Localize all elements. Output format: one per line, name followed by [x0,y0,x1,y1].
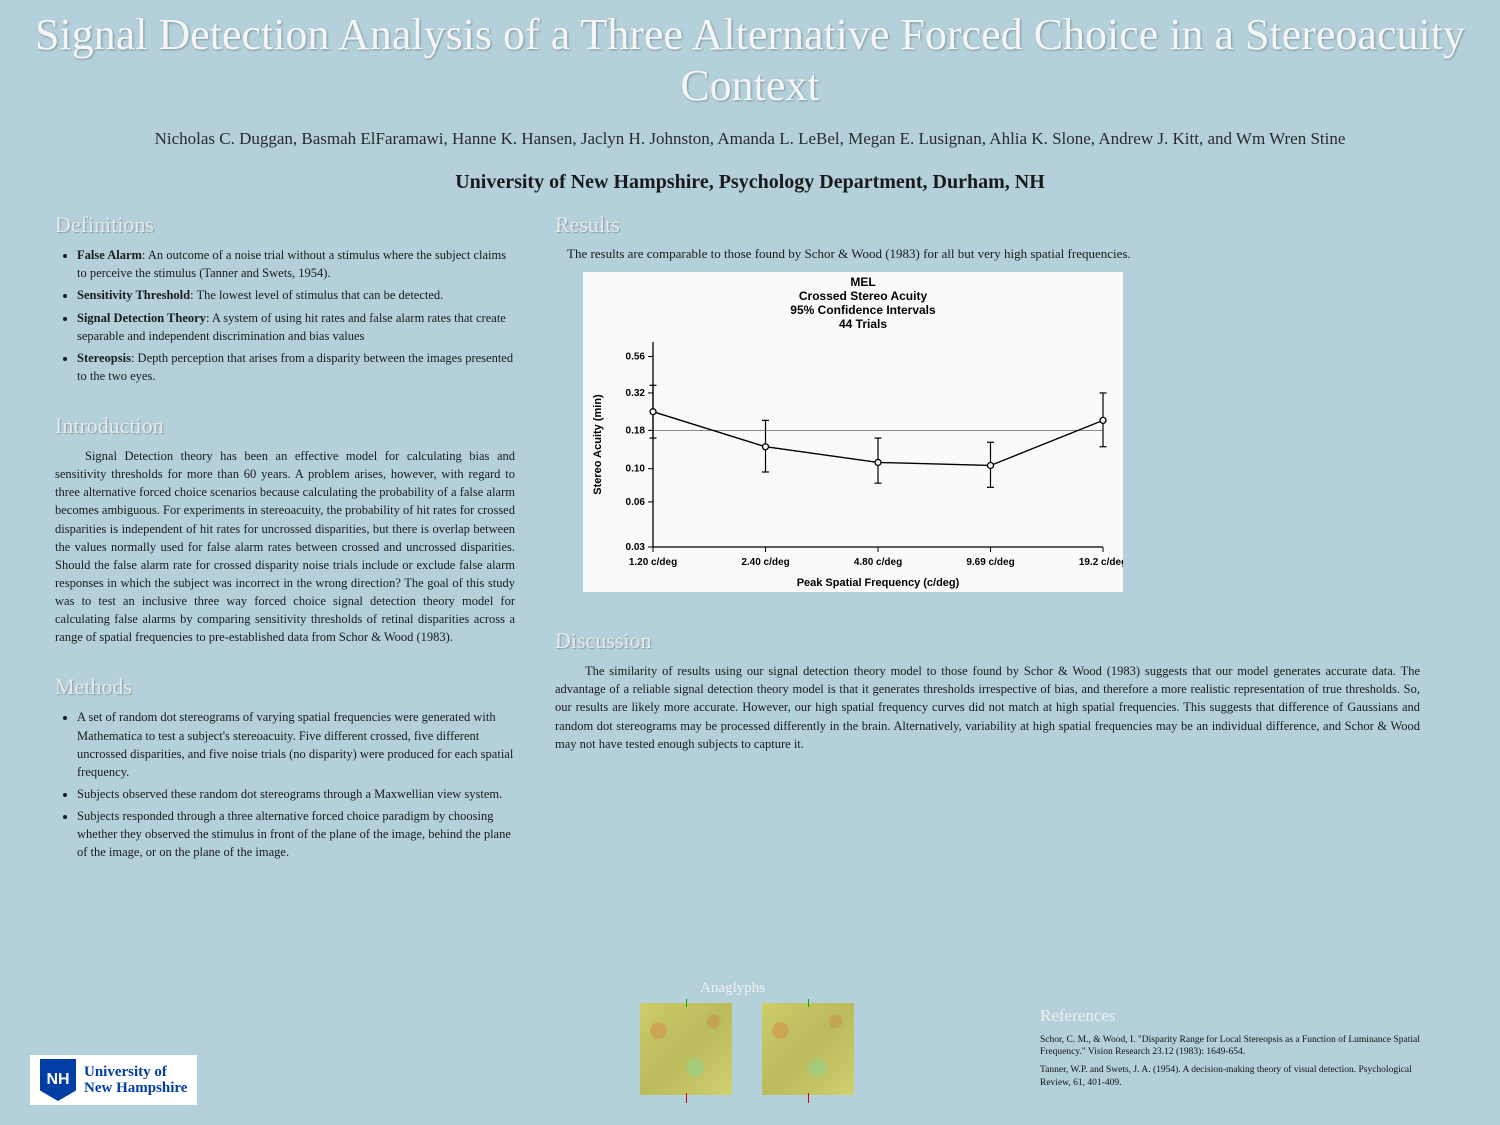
methods-section: Methods A set of random dot stereograms … [55,674,515,861]
anaglyph-image-2 [762,1003,854,1095]
right-column: Results The results are comparable to th… [555,212,1460,889]
definitions-list: False Alarm: An outcome of a noise trial… [55,246,515,385]
logo-text: University of New Hampshire [84,1064,187,1097]
svg-text:0.03: 0.03 [626,542,646,553]
results-chart: MELCrossed Stereo Acuity95% Confidence I… [583,272,1123,592]
svg-text:0.32: 0.32 [626,388,646,399]
definition-item: Sensitivity Threshold: The lowest level … [77,286,515,304]
definitions-section: Definitions False Alarm: An outcome of a… [55,212,515,385]
references-list: Schor, C. M., & Wood, I. "Disparity Rang… [1040,1034,1440,1089]
method-item: Subjects observed these random dot stere… [77,785,515,803]
references-heading: References [1040,1006,1440,1026]
method-item: Subjects responded through a three alter… [77,807,515,861]
methods-list: A set of random dot stereograms of varyi… [55,708,515,861]
reference-item: Tanner, W.P. and Swets, J. A. (1954). A … [1040,1064,1440,1089]
discussion-text: The similarity of results using our sign… [555,662,1460,753]
affiliation-line: University of New Hampshire, Psychology … [0,171,1500,194]
results-section: Results The results are comparable to th… [555,212,1460,592]
svg-text:1.20 c/deg: 1.20 c/deg [629,557,677,568]
logo-text-line2: New Hampshire [84,1080,187,1096]
definition-item: False Alarm: An outcome of a noise trial… [77,246,515,282]
results-heading: Results [555,212,1460,238]
results-intro-text: The results are comparable to those foun… [567,246,1460,262]
svg-text:2.40 c/deg: 2.40 c/deg [741,557,789,568]
authors-line: Nicholas C. Duggan, Basmah ElFaramawi, H… [0,129,1500,149]
svg-text:0.10: 0.10 [626,464,646,475]
chart-svg: MELCrossed Stereo Acuity95% Confidence I… [583,272,1123,592]
svg-text:19.2 c/deg: 19.2 c/deg [1079,557,1123,568]
svg-text:0.56: 0.56 [626,352,646,363]
logo-shield-icon: NH [40,1059,76,1101]
svg-text:0.06: 0.06 [626,497,646,508]
references-section: References Schor, C. M., & Wood, I. "Dis… [1040,1006,1440,1095]
svg-text:0.18: 0.18 [626,426,646,437]
anaglyphs-section: Anaglyphs [640,980,854,1095]
svg-text:MEL: MEL [850,275,875,289]
introduction-text: Signal Detection theory has been an effe… [55,447,515,646]
svg-text:Crossed Stereo Acuity: Crossed Stereo Acuity [799,289,928,303]
svg-text:Stereo Acuity (min): Stereo Acuity (min) [592,394,604,495]
discussion-section: Discussion The similarity of results usi… [555,628,1460,753]
svg-text:95% Confidence Intervals: 95% Confidence Intervals [790,303,936,317]
definition-item: Stereopsis: Depth perception that arises… [77,349,515,385]
discussion-heading: Discussion [555,628,1460,654]
poster-title: Signal Detection Analysis of a Three Alt… [0,0,1500,111]
method-item: A set of random dot stereograms of varyi… [77,708,515,781]
reference-item: Schor, C. M., & Wood, I. "Disparity Rang… [1040,1034,1440,1059]
introduction-section: Introduction Signal Detection theory has… [55,413,515,646]
anaglyph-row [640,1003,854,1095]
anaglyph-image-1 [640,1003,732,1095]
anaglyphs-heading: Anaglyphs [700,980,854,997]
svg-text:Peak Spatial Frequency (c/deg): Peak Spatial Frequency (c/deg) [797,577,960,589]
svg-text:9.69 c/deg: 9.69 c/deg [966,557,1014,568]
left-column: Definitions False Alarm: An outcome of a… [55,212,515,889]
content-columns: Definitions False Alarm: An outcome of a… [0,194,1500,889]
university-logo: NH University of New Hampshire [30,1055,197,1105]
introduction-heading: Introduction [55,413,515,439]
methods-heading: Methods [55,674,515,700]
definition-item: Signal Detection Theory: A system of usi… [77,309,515,345]
logo-text-line1: University of [84,1064,167,1080]
definitions-heading: Definitions [55,212,515,238]
svg-text:44 Trials: 44 Trials [839,317,887,331]
svg-text:4.80 c/deg: 4.80 c/deg [854,557,902,568]
